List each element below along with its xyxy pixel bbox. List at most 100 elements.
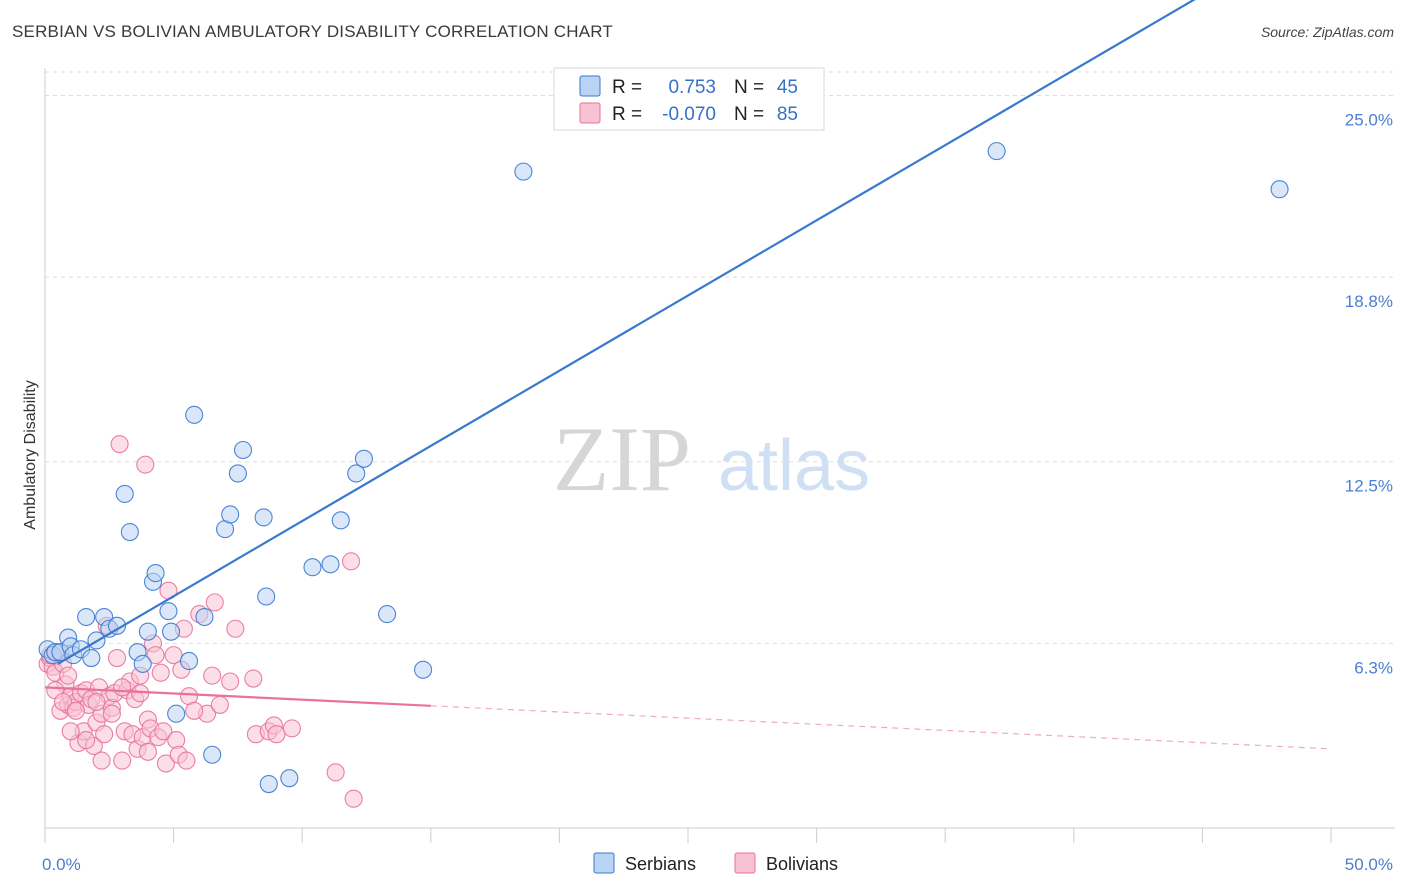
serbian-point-38 — [331, 511, 350, 530]
bolivian-point-57 — [203, 666, 222, 685]
serbian-point-35 — [280, 769, 299, 788]
legend-r-value-bolivian: -0.070 — [662, 104, 716, 125]
legend-n-value-bolivian: 85 — [777, 104, 798, 125]
serbian-point-44 — [987, 142, 1006, 161]
serbian-trend-line — [57, 0, 1196, 665]
watermark: ZIP atlas — [553, 408, 870, 510]
bottom-legend-bolivians: Bolivians — [766, 854, 838, 874]
serbian-point-27 — [203, 745, 222, 764]
bolivian-point-83 — [210, 695, 229, 714]
watermark-zip: ZIP — [553, 408, 691, 510]
bottom-legend-swatch-serbian — [593, 852, 615, 874]
bolivian-point-22 — [95, 725, 114, 744]
y-axis-label: Ambulatory Disability — [22, 380, 39, 529]
bottom-legend-swatch-bolivian — [734, 852, 756, 874]
legend-r-label-bolivian: R = — [612, 104, 642, 125]
legend-n-label-serbian: N = — [734, 77, 764, 98]
serbian-point-29 — [221, 505, 240, 524]
serbian-point-17 — [133, 654, 152, 673]
bolivian-point-58 — [205, 593, 224, 612]
bolivian-point-61 — [244, 669, 263, 688]
y-tick-label-3: 25.0% — [1345, 110, 1393, 129]
bolivian-point-66 — [282, 719, 301, 738]
y-tick-labels: 6.3% 12.5% 18.8% 25.0% — [1345, 110, 1393, 677]
trend-lines — [44, 0, 1332, 750]
bolivian-point-45 — [154, 722, 173, 741]
serbian-point-18 — [138, 622, 157, 641]
y-tick-label-2: 18.8% — [1345, 292, 1393, 311]
serbian-point-39 — [347, 464, 366, 483]
serbian-point-36 — [303, 558, 322, 577]
bolivian-point-46 — [156, 754, 175, 773]
serbian-point-25 — [185, 405, 204, 424]
serbian-point-15 — [120, 522, 139, 542]
watermark-atlas: atlas — [718, 426, 870, 506]
source-label: Source: ZipAtlas.com — [1260, 24, 1394, 40]
legend-n-value-serbian: 45 — [777, 77, 798, 98]
serbian-points — [38, 142, 1289, 794]
serbian-point-45 — [1270, 180, 1289, 199]
bolivian-point-79 — [102, 704, 121, 723]
bolivian-point-81 — [138, 742, 157, 761]
serbian-point-31 — [233, 440, 253, 460]
legend-swatch-serbian — [579, 75, 601, 97]
bolivian-point-69 — [344, 789, 363, 808]
serbian-point-42 — [414, 660, 433, 679]
serbian-point-34 — [259, 774, 278, 794]
bolivian-point-80 — [113, 678, 132, 697]
bolivian-point-76 — [53, 692, 73, 712]
legend-r-label-serbian: R = — [612, 77, 642, 98]
serbian-point-24 — [179, 651, 199, 671]
bolivian-point-77 — [66, 701, 85, 720]
bolivian-point-49 — [167, 731, 186, 750]
serbian-point-21 — [159, 602, 178, 621]
x-tick-label-0: 0.0% — [42, 855, 81, 874]
x-tick-labels: 0.0% 50.0% — [42, 855, 1393, 874]
bolivian-point-68 — [342, 552, 361, 571]
bolivian-point-59 — [221, 672, 240, 691]
serbian-point-32 — [254, 508, 273, 527]
bolivian-point-29 — [113, 751, 132, 770]
bolivian-point-28 — [110, 435, 129, 454]
bolivian-point-73 — [92, 751, 111, 770]
chart-title: SERBIAN VS BOLIVIAN AMBULATORY DISABILIT… — [12, 22, 613, 41]
serbian-point-30 — [228, 464, 247, 483]
bolivian-point-53 — [177, 751, 196, 770]
y-tick-label-0: 6.3% — [1354, 658, 1393, 677]
legend-r-value-serbian: 0.753 — [668, 77, 716, 98]
serbian-point-20 — [146, 564, 165, 583]
correlation-legend: R = 0.753 N = 45 R = -0.070 N = 85 — [553, 67, 825, 131]
x-tick-label-1: 50.0% — [1345, 855, 1393, 874]
bolivian-point-27 — [107, 648, 127, 668]
bolivian-trend-extension — [430, 705, 1332, 750]
serbian-point-13 — [107, 616, 127, 635]
serbian-point-33 — [257, 587, 276, 606]
serbian-point-43 — [514, 162, 533, 181]
gridlines — [45, 71, 1395, 644]
bolivian-point-72 — [77, 731, 96, 750]
bolivian-point-48 — [164, 646, 183, 665]
bolivian-point-38 — [136, 455, 155, 474]
serbian-point-23 — [167, 704, 186, 723]
legend-swatch-bolivian — [579, 102, 601, 124]
bolivian-point-67 — [326, 763, 345, 782]
bolivian-point-84 — [61, 722, 80, 741]
serbian-point-40 — [354, 449, 373, 468]
bolivian-trend-line — [44, 686, 431, 707]
serbian-point-22 — [161, 622, 181, 641]
bolivian-point-44 — [151, 663, 170, 682]
serbian-point-9 — [82, 648, 101, 668]
legend-n-label-bolivian: N = — [734, 104, 764, 125]
bolivian-point-42 — [146, 646, 165, 665]
serbian-point-8 — [77, 607, 96, 627]
serbian-point-41 — [378, 605, 397, 624]
bolivian-point-71 — [59, 666, 78, 685]
y-tick-label-1: 12.5% — [1345, 477, 1393, 496]
serbian-point-26 — [195, 607, 214, 627]
axes — [44, 68, 1395, 843]
series-legend: Serbians Bolivians — [593, 852, 838, 874]
bolivian-point-60 — [226, 619, 245, 638]
serbian-point-37 — [321, 555, 340, 574]
bolivian-point-82 — [185, 701, 204, 720]
